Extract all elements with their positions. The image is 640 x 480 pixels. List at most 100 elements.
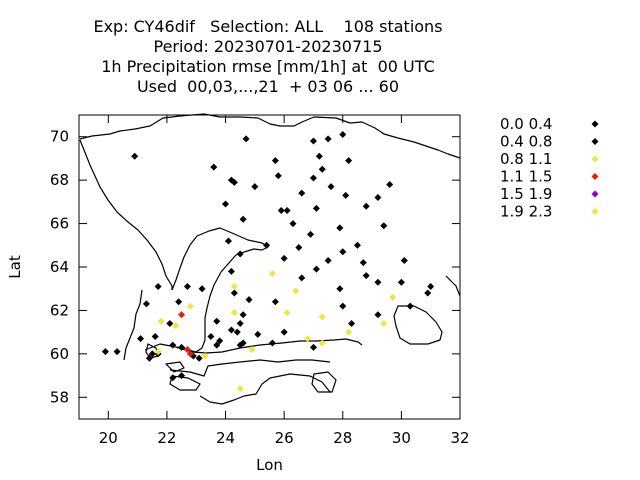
y-tick-label: 68 (50, 171, 69, 189)
station-point (374, 278, 382, 286)
legend-marker (591, 138, 599, 145)
station-point (213, 341, 221, 349)
station-point (339, 302, 347, 310)
station-point (386, 180, 394, 188)
station-point (151, 332, 159, 340)
station-point (274, 172, 282, 180)
station-point (154, 283, 162, 291)
legend-label: 1.9 2.3 (500, 203, 552, 221)
station-point (113, 348, 121, 356)
title-line-3: 1h Precipitation rmse [mm/1h] at 00 UTC (101, 57, 435, 76)
x-axis-label: Lon (256, 456, 283, 474)
chart-title: Exp: CY46dif Selection: ALL 108 stations… (0, 17, 536, 97)
station-point (222, 200, 230, 208)
station-point (315, 152, 323, 160)
station-point (245, 296, 253, 304)
station-point (397, 278, 405, 286)
legend-marker (591, 190, 599, 198)
station-point (327, 183, 335, 191)
station-point (336, 224, 344, 232)
station-point (380, 319, 388, 327)
station-point (374, 311, 382, 319)
station-point (213, 317, 221, 325)
station-point (345, 328, 353, 336)
station-point (233, 328, 241, 336)
bothnia-north-coast (171, 227, 269, 353)
station-point (239, 311, 247, 319)
station-point (227, 326, 235, 334)
station-point (207, 332, 215, 340)
station-point (131, 152, 139, 160)
station-point (236, 319, 244, 327)
x-tick-label: 24 (216, 429, 235, 447)
station-point (227, 267, 235, 275)
title-line-1: Exp: CY46dif Selection: ALL 108 stations (93, 17, 443, 36)
station-point (362, 272, 370, 280)
station-point (251, 183, 259, 191)
lake-peipus (311, 371, 337, 393)
station-point (148, 350, 156, 358)
station-point (175, 298, 183, 306)
station-point (201, 352, 209, 360)
station-point (271, 157, 279, 165)
title-line-2: Period: 20230701-20230715 (153, 37, 383, 56)
station-point (406, 302, 414, 310)
gulf-of-riga-coast (199, 373, 331, 405)
station-point (318, 313, 326, 321)
station-point (101, 348, 109, 356)
station-point (277, 207, 285, 215)
station-point (145, 354, 153, 362)
station-point (380, 222, 388, 230)
y-tick-label: 66 (50, 215, 69, 233)
sweden-east-coast (123, 289, 143, 361)
y-tick-label: 60 (50, 345, 69, 363)
station-point (374, 194, 382, 202)
saaremaa-island (169, 375, 201, 391)
station-point (289, 220, 297, 228)
station-point (242, 135, 250, 143)
station-point (309, 137, 317, 145)
station-point (137, 335, 145, 343)
y-tick-label: 64 (50, 258, 69, 276)
legend-label: 0.0 0.4 (500, 115, 552, 133)
station-point (166, 319, 174, 327)
station-point (186, 302, 194, 310)
legend-label: 1.5 1.9 (500, 185, 552, 203)
y-axis-label: Lat (6, 255, 24, 279)
station-point (172, 322, 180, 330)
station-point (324, 256, 332, 264)
station-point (427, 283, 435, 291)
station-point (345, 157, 353, 165)
legend-label: 0.4 0.8 (500, 133, 552, 151)
station-point (339, 248, 347, 256)
station-point (254, 330, 262, 338)
station-point (183, 346, 191, 354)
station-point (280, 254, 288, 262)
station-point (216, 337, 224, 345)
legend-marker (591, 155, 599, 163)
lake-ladoga (393, 305, 443, 345)
title-line-4: Used 00,03,...,21 + 03 06 ... 60 (136, 77, 400, 96)
legend-marker (591, 173, 599, 180)
x-tick-label: 26 (275, 429, 294, 447)
station-point (230, 309, 238, 317)
station-point (142, 300, 150, 308)
y-tick-label: 62 (50, 301, 69, 319)
y-tick-label: 70 (50, 128, 69, 146)
station-point (230, 289, 238, 297)
station-point (236, 250, 244, 258)
legend-marker (591, 208, 599, 215)
station-point (348, 319, 356, 327)
lake-onega (445, 275, 461, 297)
station-point (342, 191, 350, 199)
station-point (183, 283, 191, 291)
station-point (312, 265, 320, 273)
station-point (312, 204, 320, 212)
station-point (292, 287, 300, 295)
x-tick-label: 28 (333, 429, 352, 447)
station-point (154, 348, 162, 356)
coastline-map (79, 113, 461, 405)
station-point (230, 283, 238, 291)
x-tick-label: 32 (450, 429, 469, 447)
